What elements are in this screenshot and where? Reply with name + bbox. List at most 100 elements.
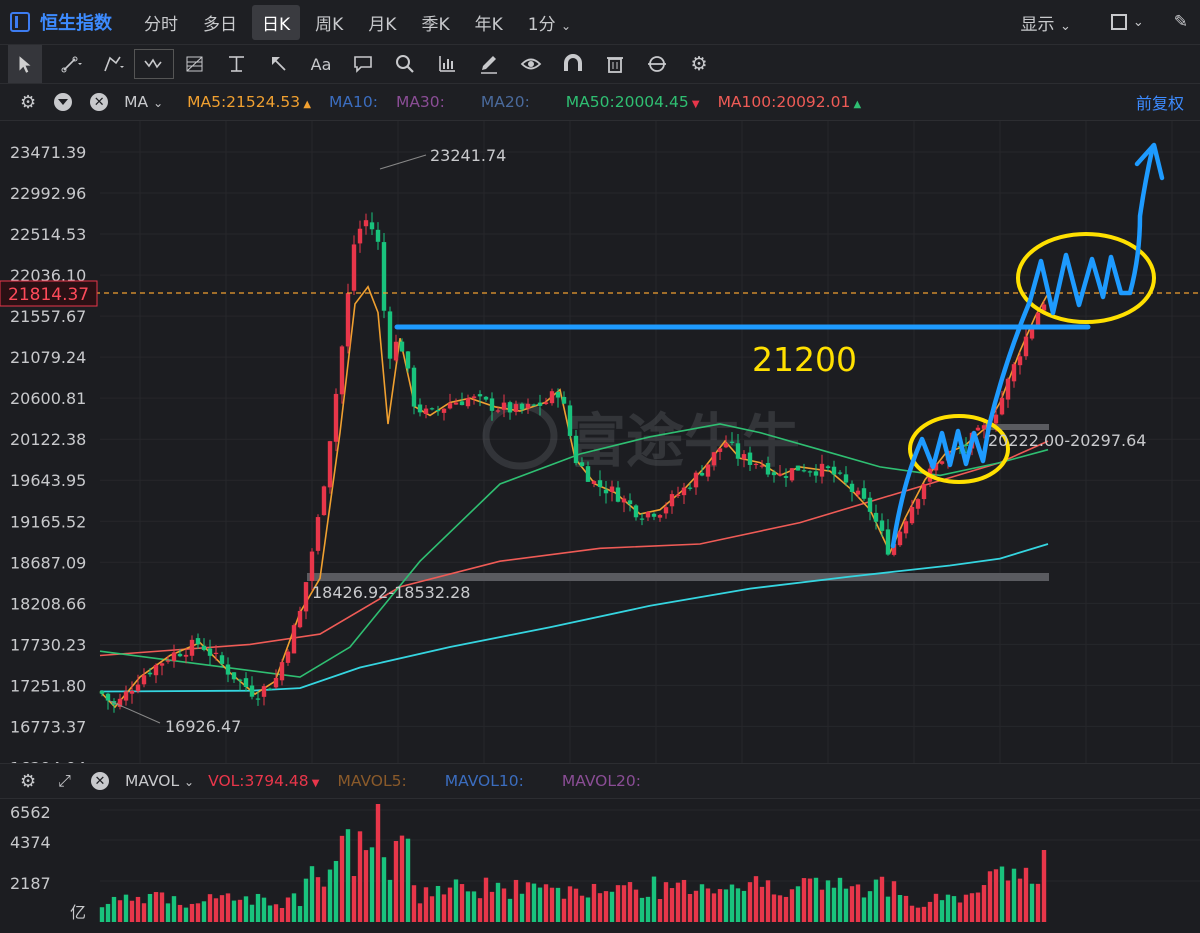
display-dropdown[interactable]: 显示 ⌄: [1021, 10, 1071, 35]
sidebar-toggle-icon[interactable]: [10, 12, 30, 32]
volume-bar: [549, 887, 555, 922]
volume-bar: [117, 900, 123, 922]
chevron-down-icon: ⌄: [184, 775, 195, 789]
volume-bar: [963, 894, 969, 922]
text-tool-icon[interactable]: Aa: [310, 54, 332, 74]
vol-indicator-select[interactable]: MAVOL ⌄: [125, 772, 194, 790]
candle-body: [141, 675, 147, 685]
volume-bar: [243, 896, 249, 922]
candle-body: [471, 396, 477, 399]
volume-bar: [447, 887, 453, 922]
candle-body: [891, 543, 897, 555]
tab-yearly-k[interactable]: 年K: [474, 14, 503, 35]
settings-icon[interactable]: ⚙: [690, 53, 708, 75]
candle-body: [723, 443, 729, 448]
watermark-logo: 富途牛牛: [482, 402, 800, 475]
collapse-icon[interactable]: [54, 93, 73, 111]
candle-body: [213, 652, 219, 655]
candle-body: [357, 228, 363, 244]
volume-bar: [357, 831, 363, 922]
candle-body: [189, 639, 195, 656]
tab-daily-k[interactable]: 日K: [252, 4, 301, 40]
candle-body: [417, 404, 423, 413]
volume-bar: [915, 907, 921, 922]
close-icon[interactable]: ✕: [90, 772, 109, 790]
polyline-tool-icon[interactable]: [92, 45, 134, 83]
candle-body: [297, 610, 303, 628]
volume-bar: [843, 888, 849, 922]
volume-bar: [1017, 878, 1023, 922]
fibonacci-tool-icon[interactable]: [174, 45, 216, 83]
candle-body: [885, 529, 891, 555]
triangle-up-icon: ▲: [300, 99, 312, 110]
trash-icon[interactable]: [594, 45, 636, 83]
candle-body: [519, 403, 525, 410]
tab-intraday[interactable]: 分时: [144, 14, 178, 35]
search-icon[interactable]: [384, 45, 426, 83]
measure-icon[interactable]: [426, 45, 468, 83]
gear-icon[interactable]: ⚙: [20, 91, 37, 113]
candle-body: [165, 660, 171, 662]
tab-quarterly-k[interactable]: 季K: [421, 14, 450, 35]
price-axis: 23471.39 22992.96 22514.53 22036.10 21557.67…: [10, 143, 86, 763]
price-chart[interactable]: 富途牛牛 23241.74 16926.47 18426.92-18532.28…: [0, 121, 1200, 763]
magnet-icon[interactable]: [552, 45, 594, 83]
candle-body: [711, 452, 717, 466]
candle-body: [327, 441, 333, 488]
volume-bar: [381, 857, 387, 922]
volume-bar: [759, 886, 765, 922]
candle-body: [567, 405, 573, 436]
line-tool-icon[interactable]: [50, 45, 92, 83]
volume-bar: [567, 886, 573, 922]
expand-icon[interactable]: ⤢: [58, 771, 71, 790]
candle-body: [171, 652, 177, 662]
svg-text:富途牛牛: 富途牛牛: [568, 407, 800, 475]
candle-body: [231, 672, 237, 680]
comment-icon[interactable]: [342, 45, 384, 83]
candle-body: [609, 486, 615, 493]
drawn-path-arrow: [890, 143, 1156, 549]
ma-indicator-select[interactable]: MA ⌄: [124, 93, 163, 111]
volume-bar: [657, 899, 663, 922]
close-icon[interactable]: ✕: [90, 93, 109, 111]
candle-body: [501, 402, 507, 410]
cursor-icon[interactable]: [8, 45, 42, 83]
ma100-value: MA100:20092.01 ▲: [718, 93, 862, 111]
tab-monthly-k[interactable]: 月K: [368, 14, 397, 35]
top-bar: 恒生指数 分时 多日 日K 周K 月K 季K 年K 1分 ⌄ 显示 ⌄ ⌄ ✎: [0, 0, 1200, 45]
ma20-value: MA20:: [480, 93, 530, 111]
pen-icon[interactable]: [468, 45, 510, 83]
volume-bar: [837, 877, 843, 922]
volume-bar: [291, 893, 297, 922]
gear-icon[interactable]: ⚙: [20, 770, 37, 792]
tab-weekly-k[interactable]: 周K: [315, 14, 344, 35]
arrow-tool-icon[interactable]: [258, 45, 300, 83]
volume-bar: [705, 888, 711, 922]
checkbox-square-icon[interactable]: [1110, 14, 1127, 30]
candle-body: [861, 488, 867, 499]
candle-body: [195, 638, 201, 645]
brush-icon[interactable]: ✎: [1173, 12, 1188, 32]
drawing-toolbar: Aa ⚙: [0, 45, 1200, 84]
horizontal-line-icon[interactable]: [216, 45, 258, 83]
ma5-label: MA5:21524.53: [187, 93, 301, 111]
chevron-down-icon[interactable]: ⌄: [1132, 14, 1144, 30]
eye-icon[interactable]: [510, 45, 552, 83]
sync-icon[interactable]: [636, 45, 678, 83]
volume-bars: [99, 804, 1047, 922]
candle-body: [759, 465, 765, 467]
candle-body: [525, 403, 531, 409]
candle-body: [735, 443, 741, 459]
ma30-value: MA30:: [395, 93, 445, 111]
volume-bar: [207, 894, 213, 922]
price-axis-label: 21557.67: [10, 307, 86, 326]
volume-chart[interactable]: 6562 4374 2187 亿: [0, 798, 1200, 933]
volume-bar: [615, 885, 621, 922]
candle-body: [795, 465, 801, 471]
tab-1-minute[interactable]: 1分 ⌄: [518, 5, 581, 40]
tab-multi-day[interactable]: 多日: [203, 14, 237, 35]
candle-body: [291, 625, 297, 654]
wave-tool-icon[interactable]: [134, 49, 174, 79]
volume-bar: [453, 879, 459, 922]
adjust-mode-button[interactable]: 前复权: [1135, 94, 1184, 113]
